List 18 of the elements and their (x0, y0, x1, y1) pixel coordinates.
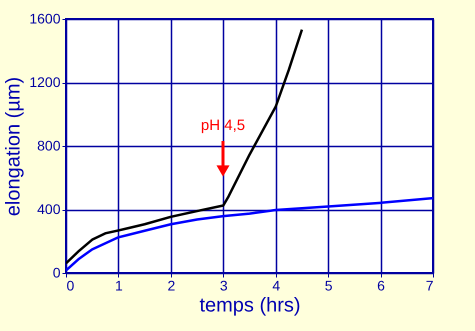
y-tick-label: 400 (37, 201, 61, 217)
x-tick-label: 4 (272, 278, 280, 294)
line-series (66, 28, 304, 265)
line-series (66, 196, 433, 272)
y-tick-label: 1600 (29, 10, 61, 26)
x-tick-label: 1 (115, 278, 124, 294)
y-tick-label: 0 (52, 264, 61, 280)
y-tick-label: 800 (37, 138, 61, 154)
x-tick-label: 5 (324, 278, 333, 294)
x-axis-title: temps (hrs) (199, 294, 301, 316)
y-tick-label: 1200 (29, 74, 61, 90)
annotation: pH 4,5 (200, 117, 246, 134)
x-tick-label: 0 (66, 278, 74, 294)
x-tick-label: 2 (167, 278, 176, 294)
x-tick-label: 3 (220, 278, 228, 294)
y-axis-title: elongation (µm) (2, 76, 24, 216)
x-tick-label: 6 (377, 278, 386, 294)
x-tick-label: 7 (426, 278, 434, 294)
